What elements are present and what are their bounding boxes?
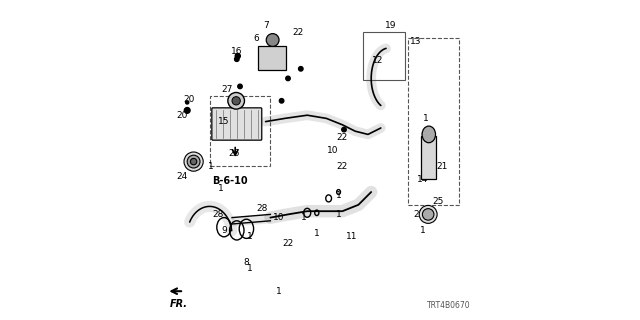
Text: FR.: FR.: [170, 299, 188, 309]
Text: 26: 26: [228, 149, 239, 158]
Text: 16: 16: [231, 47, 243, 56]
Bar: [210, 96, 270, 166]
Text: 12: 12: [372, 56, 383, 65]
Text: 24: 24: [177, 172, 188, 180]
Text: 21: 21: [436, 162, 447, 171]
Circle shape: [238, 84, 243, 89]
Circle shape: [266, 34, 279, 46]
Text: 22: 22: [337, 133, 348, 142]
Circle shape: [228, 92, 244, 109]
Text: 14: 14: [417, 175, 428, 184]
Circle shape: [187, 155, 200, 168]
Circle shape: [184, 108, 190, 113]
Text: 1: 1: [420, 226, 425, 235]
Text: 27: 27: [221, 85, 233, 94]
Circle shape: [419, 205, 437, 223]
Text: 20: 20: [183, 95, 195, 104]
Text: 1: 1: [426, 162, 431, 171]
Circle shape: [234, 57, 239, 61]
Circle shape: [280, 99, 284, 103]
Circle shape: [236, 53, 241, 59]
Text: 11: 11: [346, 232, 358, 241]
Bar: [408, 38, 460, 205]
Text: 1: 1: [218, 184, 223, 193]
Circle shape: [237, 55, 239, 57]
Text: 1: 1: [337, 210, 342, 219]
Text: 25: 25: [433, 197, 444, 206]
Circle shape: [184, 152, 204, 171]
Circle shape: [342, 127, 346, 132]
Text: 20: 20: [177, 111, 188, 120]
Text: 1: 1: [423, 114, 428, 123]
Bar: [258, 46, 287, 70]
Text: 10: 10: [327, 146, 339, 155]
Circle shape: [298, 67, 303, 71]
Text: 23: 23: [413, 210, 425, 219]
Text: 22: 22: [337, 162, 348, 171]
Text: 28: 28: [257, 204, 268, 212]
Text: 1: 1: [247, 264, 252, 273]
Text: 19: 19: [385, 21, 396, 30]
Text: 6: 6: [253, 34, 259, 43]
Text: 7: 7: [263, 21, 268, 30]
Bar: [364, 32, 405, 80]
Circle shape: [285, 76, 291, 81]
Bar: [421, 136, 436, 179]
FancyBboxPatch shape: [212, 108, 262, 140]
Circle shape: [232, 97, 241, 105]
Ellipse shape: [422, 126, 436, 143]
Text: 28: 28: [212, 210, 223, 219]
Text: 15: 15: [218, 117, 230, 126]
Text: B-6-10: B-6-10: [212, 176, 248, 186]
Text: 1: 1: [247, 232, 252, 241]
Text: 29: 29: [420, 133, 431, 142]
Text: 1: 1: [314, 229, 319, 238]
Circle shape: [422, 209, 434, 220]
Text: 1: 1: [209, 162, 214, 171]
Text: 22: 22: [282, 239, 294, 248]
Text: TRT4B0670: TRT4B0670: [427, 301, 470, 310]
Text: 10: 10: [273, 213, 284, 222]
Text: 1: 1: [301, 213, 307, 222]
Text: 9: 9: [221, 226, 227, 235]
Text: 13: 13: [410, 37, 422, 46]
Text: 1: 1: [276, 287, 281, 296]
Text: 22: 22: [292, 28, 303, 36]
Circle shape: [191, 158, 197, 165]
Text: 1: 1: [337, 191, 342, 200]
Text: 8: 8: [244, 258, 249, 267]
Circle shape: [186, 101, 189, 104]
